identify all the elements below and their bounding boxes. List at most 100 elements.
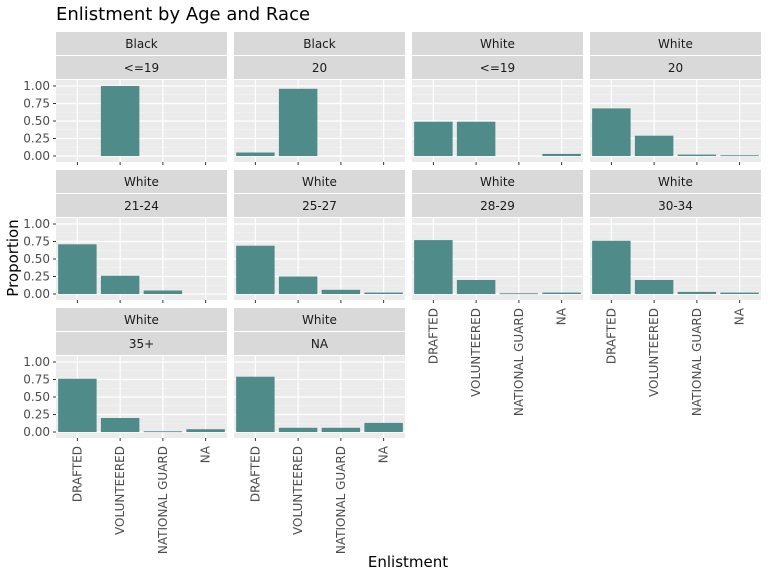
strip-label-race: White bbox=[302, 175, 337, 189]
bar bbox=[677, 154, 717, 156]
bar bbox=[100, 86, 140, 156]
strip-age-background bbox=[56, 56, 227, 79]
strip-label-race: White bbox=[658, 175, 693, 189]
strip-age-background bbox=[234, 56, 405, 79]
strip-label-race: White bbox=[302, 313, 337, 327]
strip-label-age: 28-29 bbox=[480, 199, 515, 213]
bar bbox=[542, 153, 581, 156]
facet-panel: White 28-29 DRAFTED VOLUNTEERED NATIONAL GUA… bbox=[412, 170, 583, 416]
y-tick-label: 0.00 bbox=[23, 149, 50, 163]
facet-panel: White 35+ 0.00 0.25 0.50 0.75 1.00 DRAFTED VOLUN… bbox=[23, 308, 227, 554]
y-tick-label: 0.50 bbox=[23, 390, 50, 404]
strip-race-background bbox=[234, 308, 405, 331]
facet-panel: White 21-24 0.00 0.25 0.50 0.75 1.00 bbox=[23, 170, 227, 303]
bar bbox=[100, 418, 140, 432]
strip-age-background bbox=[234, 332, 405, 355]
y-tick-label: 0.75 bbox=[23, 235, 50, 249]
bar bbox=[720, 155, 759, 157]
bar bbox=[456, 280, 496, 294]
y-tick-label: 0.75 bbox=[23, 97, 50, 111]
bar bbox=[143, 290, 183, 294]
facet-panel: White 30-34 DRAFTED VOLUNTEERED NATIONAL GUA… bbox=[590, 170, 761, 416]
strip-label-age: 20 bbox=[312, 61, 327, 75]
bar bbox=[592, 108, 631, 156]
x-tick-label: DRAFTED bbox=[248, 446, 262, 502]
bar bbox=[321, 289, 361, 294]
strip-label-age: 21-24 bbox=[124, 199, 159, 213]
strip-label-age: 25-27 bbox=[302, 199, 337, 213]
strip-label-race: White bbox=[658, 37, 693, 51]
bar bbox=[456, 121, 496, 156]
strip-race-background bbox=[590, 32, 761, 55]
bar bbox=[278, 427, 318, 432]
strip-age-background bbox=[56, 194, 227, 217]
bar bbox=[321, 427, 361, 432]
strip-label-age: NA bbox=[311, 337, 329, 351]
x-tick-label: NA bbox=[377, 445, 391, 463]
strip-race-background bbox=[412, 32, 583, 55]
bar bbox=[236, 245, 275, 294]
y-tick-label: 0.25 bbox=[23, 270, 50, 284]
bar bbox=[720, 292, 759, 294]
bar bbox=[414, 121, 453, 156]
chart-title: Enlistment by Age and Race bbox=[56, 4, 310, 25]
y-tick-label: 1.00 bbox=[23, 79, 50, 93]
facet-panel: Black 20 bbox=[234, 32, 405, 165]
bar bbox=[186, 429, 225, 432]
facet-panel: Black <=19 0.00 0.25 0.50 0.75 1.00 bbox=[23, 32, 227, 165]
strip-race-background bbox=[56, 32, 227, 55]
facet-panel: White 25-27 bbox=[234, 170, 405, 303]
strip-label-age: <=19 bbox=[480, 61, 515, 75]
bar bbox=[58, 378, 97, 432]
bar bbox=[592, 240, 631, 294]
bar bbox=[634, 135, 674, 156]
y-tick-label: 1.00 bbox=[23, 355, 50, 369]
x-tick-label: NATIONAL GUARD bbox=[334, 446, 348, 554]
strip-label-age: <=19 bbox=[124, 61, 159, 75]
bar bbox=[143, 431, 183, 433]
bar bbox=[278, 276, 318, 294]
x-tick-label: VOLUNTEERED bbox=[291, 446, 305, 535]
x-tick-label: DRAFTED bbox=[604, 308, 618, 364]
strip-age-background bbox=[412, 56, 583, 79]
bar bbox=[278, 88, 318, 156]
x-tick-label: VOLUNTEERED bbox=[647, 308, 661, 397]
x-tick-label: NA bbox=[555, 307, 569, 325]
strip-label-race: Black bbox=[303, 37, 336, 51]
facet-panel: White <=19 bbox=[412, 32, 583, 165]
strip-age-background bbox=[412, 194, 583, 217]
x-tick-label: VOLUNTEERED bbox=[469, 308, 483, 397]
strip-age-background bbox=[234, 194, 405, 217]
y-tick-label: 0.25 bbox=[23, 132, 50, 146]
bar bbox=[236, 152, 275, 156]
bar bbox=[414, 240, 453, 294]
strip-age-background bbox=[590, 194, 761, 217]
x-tick-label: DRAFTED bbox=[70, 446, 84, 502]
bar bbox=[499, 293, 539, 295]
x-tick-label: NATIONAL GUARD bbox=[690, 308, 704, 416]
x-tick-label: DRAFTED bbox=[426, 308, 440, 364]
bar bbox=[634, 280, 674, 294]
y-tick-label: 0.75 bbox=[23, 373, 50, 387]
y-tick-label: 0.25 bbox=[23, 408, 50, 422]
strip-label-race: White bbox=[480, 37, 515, 51]
y-tick-label: 0.50 bbox=[23, 114, 50, 128]
bar bbox=[236, 376, 275, 432]
strip-label-age: 35+ bbox=[129, 337, 154, 351]
y-tick-label: 0.00 bbox=[23, 287, 50, 301]
facet-panel: White NA DRAFTED VOLUNTEERED NATIONAL GUARD N… bbox=[234, 308, 405, 554]
strip-race-background bbox=[234, 170, 405, 193]
x-tick-label: NA bbox=[199, 445, 213, 463]
strip-race-background bbox=[56, 170, 227, 193]
bar bbox=[100, 275, 140, 294]
bar bbox=[364, 292, 403, 294]
facet-panel: White 20 bbox=[590, 32, 761, 165]
x-tick-label: NATIONAL GUARD bbox=[156, 446, 170, 554]
strip-race-background bbox=[412, 170, 583, 193]
x-tick-label: NATIONAL GUARD bbox=[512, 308, 526, 416]
strip-label-race: White bbox=[124, 175, 159, 189]
strip-age-background bbox=[590, 56, 761, 79]
strip-race-background bbox=[234, 32, 405, 55]
bar bbox=[58, 244, 97, 294]
strip-race-background bbox=[56, 308, 227, 331]
